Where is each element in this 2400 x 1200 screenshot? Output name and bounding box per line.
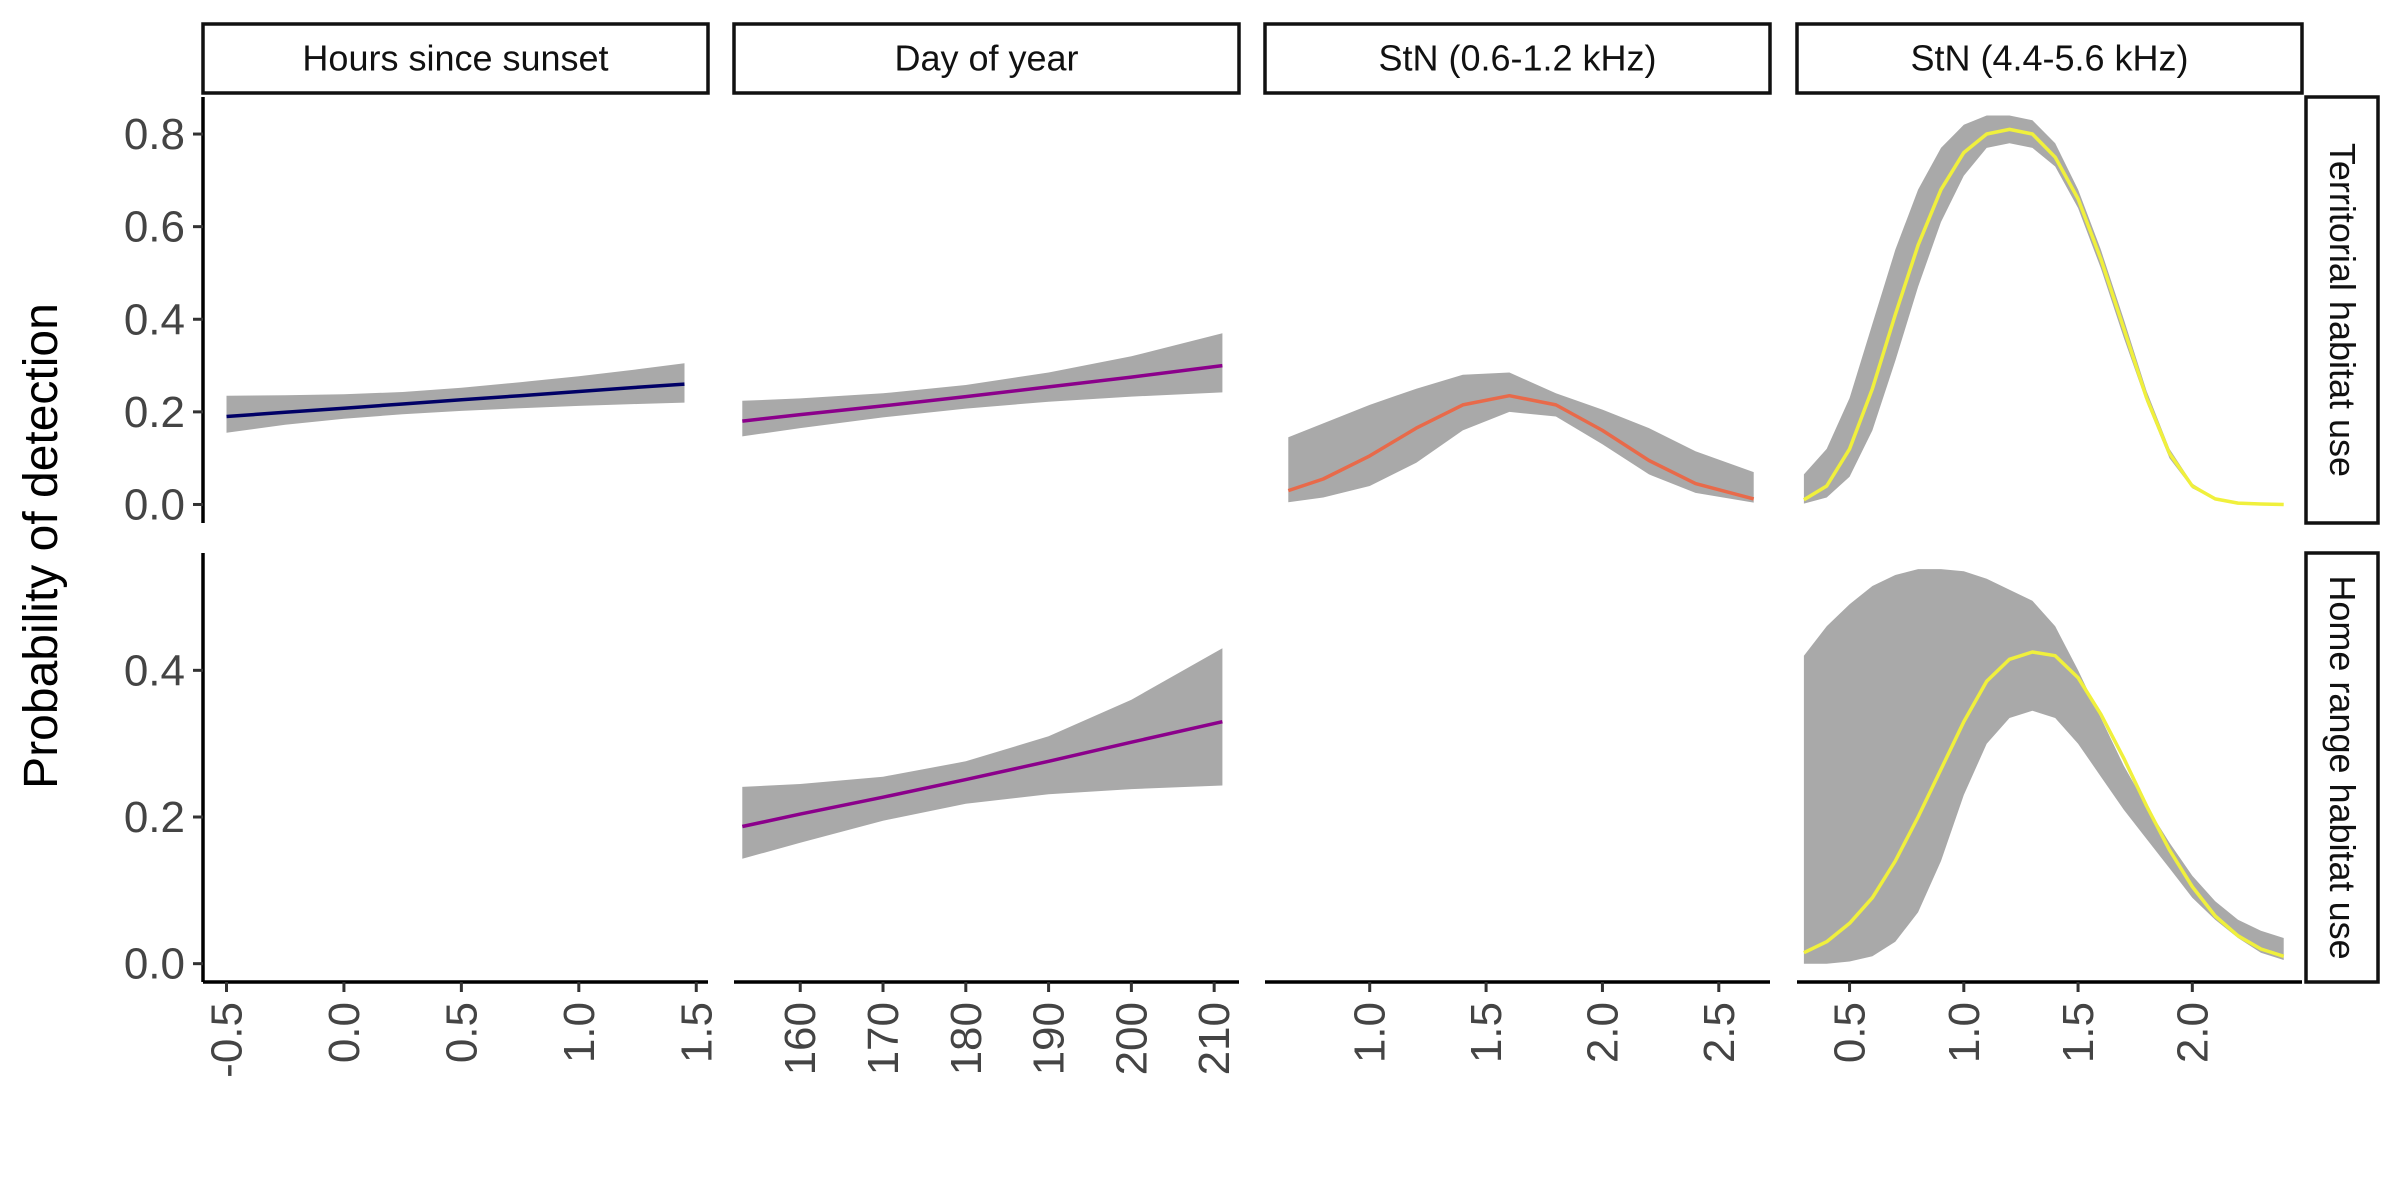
x-tick-label-stn_high: 1.0 [1940, 1002, 1989, 1063]
strip-box-stn_high [1795, 22, 2304, 95]
strip-label-stn_high: StN (4.4-5.6 kHz) [1910, 38, 2188, 79]
x-tick-label-doy: 180 [942, 1002, 991, 1075]
y-tick-label-territorial: 0.4 [124, 295, 185, 344]
y-axis-title: Probability of detection [15, 303, 68, 789]
strip-label-home_range: Home range habitat use [2322, 575, 2363, 959]
strip-box-territorial [2304, 95, 2380, 525]
x-tick-label-stn_low: 1.5 [1462, 1002, 1511, 1063]
y-tick-label-home_range: 0.2 [124, 793, 185, 842]
x-tick-label-hours: -0.5 [202, 1002, 251, 1078]
line-home_range-stn_high [1803, 650, 2285, 958]
x-tick-label-hours: 1.0 [555, 1002, 604, 1063]
y-tick-label-home_range: 0.0 [124, 940, 185, 989]
line-territorial-hours [226, 382, 685, 419]
strip-box-stn_low [1263, 22, 1772, 95]
x-tick-label-doy: 170 [859, 1002, 908, 1075]
x-tick-label-hours: 1.5 [672, 1002, 721, 1063]
y-tick-label-territorial: 0.2 [124, 388, 185, 437]
y-tick-label-home_range: 0.4 [124, 646, 185, 695]
ribbon-home_range-doy [742, 648, 1223, 859]
x-tick-label-stn_high: 1.5 [2054, 1002, 2103, 1063]
ribbon-home_range-stn_high [1803, 569, 2284, 964]
strip-label-hours: Hours since sunset [302, 38, 608, 79]
line-territorial-stn_low [1287, 393, 1755, 501]
y-tick-label-territorial: 0.0 [124, 480, 185, 529]
line-territorial-doy [742, 363, 1223, 423]
strip-label-stn_low: StN (0.6-1.2 kHz) [1378, 38, 1656, 79]
x-tick-label-doy: 210 [1190, 1002, 1239, 1075]
x-tick-label-stn_low: 2.0 [1578, 1002, 1627, 1063]
line-home_range-doy [741, 719, 1223, 829]
x-tick-label-stn_low: 2.5 [1695, 1002, 1744, 1063]
facet-panels: Hours since sunset Day of year StN (0.6-1.… [124, 22, 2380, 1078]
strip-box-home_range [2304, 551, 2380, 984]
strip-label-territorial: Territorial habitat use [2322, 143, 2363, 477]
ribbon-territorial-stn_high [1803, 115, 2284, 505]
x-tick-label-hours: 0.5 [437, 1002, 486, 1063]
ribbon-territorial-stn_low [1288, 372, 1754, 503]
x-tick-label-stn_low: 1.0 [1346, 1002, 1395, 1063]
ribbon-territorial-hours [226, 363, 685, 433]
strip-box-doy [732, 22, 1241, 95]
x-tick-label-hours: 0.0 [320, 1002, 369, 1063]
ribbon-territorial-doy [742, 333, 1223, 437]
strip-label-doy: Day of year [894, 38, 1078, 79]
line-territorial-stn_high [1802, 127, 2284, 507]
strip-box-hours [201, 22, 710, 95]
x-tick-label-doy: 190 [1025, 1002, 1074, 1075]
x-tick-label-doy: 200 [1107, 1002, 1156, 1075]
y-tick-label-territorial: 0.6 [124, 203, 185, 252]
y-tick-label-territorial: 0.8 [124, 110, 185, 159]
x-tick-label-stn_high: 0.5 [1826, 1002, 1875, 1063]
x-tick-label-stn_high: 2.0 [2168, 1002, 2217, 1063]
x-tick-label-doy: 160 [776, 1002, 825, 1075]
